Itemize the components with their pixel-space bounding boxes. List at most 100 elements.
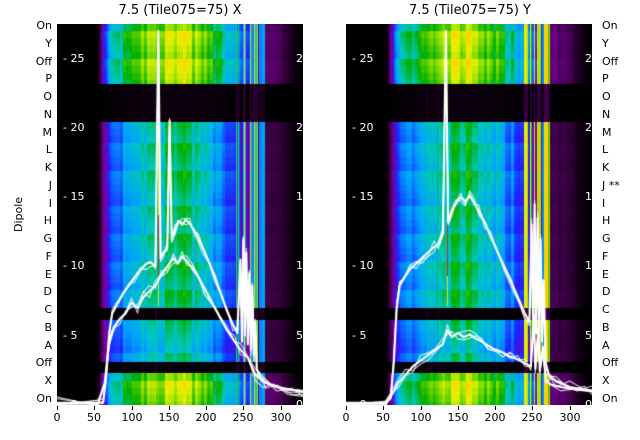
x-axis-tick-label: 300: [559, 411, 581, 424]
category-tick-label: I: [48, 197, 52, 210]
numeric-tick-label: 0: [296, 398, 303, 411]
x-axis-tick-label: 0: [53, 411, 61, 424]
numeric-tick-label: - 10: [63, 259, 85, 272]
category-tick-label: M: [602, 126, 612, 139]
numeric-tick-label: 25: [296, 52, 310, 65]
category-tick-label: B: [602, 321, 610, 334]
category-tick-label: F: [602, 250, 609, 263]
x-axis-tick: [281, 406, 282, 410]
category-tick-label: C: [44, 303, 52, 316]
x-axis-tick: [383, 406, 384, 410]
category-tick-label: M: [42, 126, 53, 139]
category-tick-label: Off: [35, 356, 52, 369]
numeric-tick-label: - 15: [352, 190, 374, 203]
panel-x-plot-area[interactable]: [57, 24, 303, 405]
numeric-tick-label: - 0: [352, 398, 367, 411]
numeric-tick-label: 15: [585, 190, 599, 203]
category-tick-label: E: [602, 268, 609, 281]
numeric-tick-label: - 15: [63, 190, 85, 203]
category-tick-label: Y: [602, 37, 609, 50]
panel-x-category-axis-left: On Y Off P O N M L K J I H G F E D C B A Off X On: [20, 20, 54, 405]
category-tick-label: O: [43, 90, 52, 103]
category-tick-label: D: [43, 285, 52, 298]
category-tick-label: X: [44, 374, 52, 387]
category-tick-label: Y: [45, 37, 52, 50]
category-tick-label: O: [602, 90, 611, 103]
panel-y-x-axis: 0 50 100 150 200 250 300: [342, 406, 592, 436]
category-tick-label: F: [45, 250, 52, 263]
x-axis-tick-label: 100: [121, 411, 143, 424]
x-axis-tick: [169, 406, 170, 410]
numeric-tick-label: - 20: [352, 121, 374, 134]
x-axis-tick: [132, 406, 133, 410]
category-tick-label: H: [43, 214, 52, 227]
x-axis-tick: [532, 406, 533, 410]
category-tick-label: On: [36, 392, 52, 405]
panel-y-category-axis-right: On Y Off P O N M L K J ** I H G F E D C B A Off X On: [600, 20, 634, 405]
category-tick-label: On: [602, 392, 618, 405]
numeric-tick-label: 0: [585, 398, 592, 411]
numeric-tick-label: 20: [296, 121, 310, 134]
x-axis-tick: [346, 406, 347, 410]
category-tick-label: On: [36, 19, 52, 32]
category-tick-label: P: [45, 72, 52, 85]
category-tick-label: On: [602, 19, 618, 32]
numeric-tick-label: - 25: [63, 52, 85, 65]
numeric-tick-label: - 5: [352, 329, 367, 342]
category-tick-label: D: [602, 285, 611, 298]
category-tick-label: G: [602, 232, 611, 245]
x-axis-tick-label: 0: [342, 411, 350, 424]
numeric-tick-label: - 20: [63, 121, 85, 134]
category-tick-label: L: [602, 143, 609, 156]
numeric-tick-label: - 5: [63, 329, 78, 342]
panel-x-title: 7.5 (Tile075=75) X: [118, 3, 242, 18]
category-tick-label: N: [602, 108, 611, 121]
x-axis-tick-label: 150: [447, 411, 469, 424]
numeric-tick-label: 15: [296, 190, 310, 203]
category-tick-label: E: [45, 268, 52, 281]
x-axis-tick: [94, 406, 95, 410]
numeric-tick-label: 10: [585, 259, 599, 272]
x-axis-tick-label: 50: [87, 411, 101, 424]
x-axis-tick-label: 150: [158, 411, 180, 424]
category-tick-label: G: [43, 232, 52, 245]
x-axis-tick-label: 250: [232, 411, 254, 424]
category-tick-label: J **: [602, 179, 620, 192]
numeric-tick-label: 20: [585, 121, 599, 134]
category-tick-label: I: [602, 197, 606, 210]
x-axis-tick-label: 100: [410, 411, 432, 424]
panel-x-x-axis: 0 50 100 150 200 250 300: [53, 406, 303, 436]
category-tick-label: L: [45, 143, 52, 156]
x-axis-tick: [57, 406, 58, 410]
category-tick-label: K: [44, 161, 52, 174]
numeric-tick-label: - 0: [63, 398, 78, 411]
category-tick-label: C: [602, 303, 610, 316]
category-tick-label: K: [602, 161, 610, 174]
x-axis-tick: [206, 406, 207, 410]
category-tick-label: Off: [602, 55, 619, 68]
x-axis-tick: [570, 406, 571, 410]
numeric-tick-label: 10: [296, 259, 310, 272]
x-axis-tick: [495, 406, 496, 410]
panel-y-plot-area[interactable]: [346, 24, 592, 405]
numeric-tick-label: - 10: [352, 259, 374, 272]
category-tick-label: X: [602, 374, 610, 387]
numeric-tick-label: 25: [585, 52, 599, 65]
numeric-tick-label: 5: [585, 329, 592, 342]
panel-y-title: 7.5 (Tile075=75) Y: [408, 3, 532, 18]
category-tick-label: Off: [35, 55, 52, 68]
x-axis-tick-label: 200: [195, 411, 217, 424]
numeric-tick-label: 5: [296, 329, 303, 342]
category-tick-label: Off: [602, 356, 619, 369]
category-tick-label: A: [44, 339, 52, 352]
category-tick-label: B: [44, 321, 52, 334]
category-tick-label: N: [43, 108, 52, 121]
x-axis-tick-label: 50: [376, 411, 390, 424]
category-tick-label: J: [48, 179, 52, 192]
x-axis-tick: [458, 406, 459, 410]
x-axis-tick-label: 200: [484, 411, 506, 424]
x-axis-tick: [421, 406, 422, 410]
category-tick-label: A: [602, 339, 610, 352]
numeric-tick-label: - 25: [352, 52, 374, 65]
